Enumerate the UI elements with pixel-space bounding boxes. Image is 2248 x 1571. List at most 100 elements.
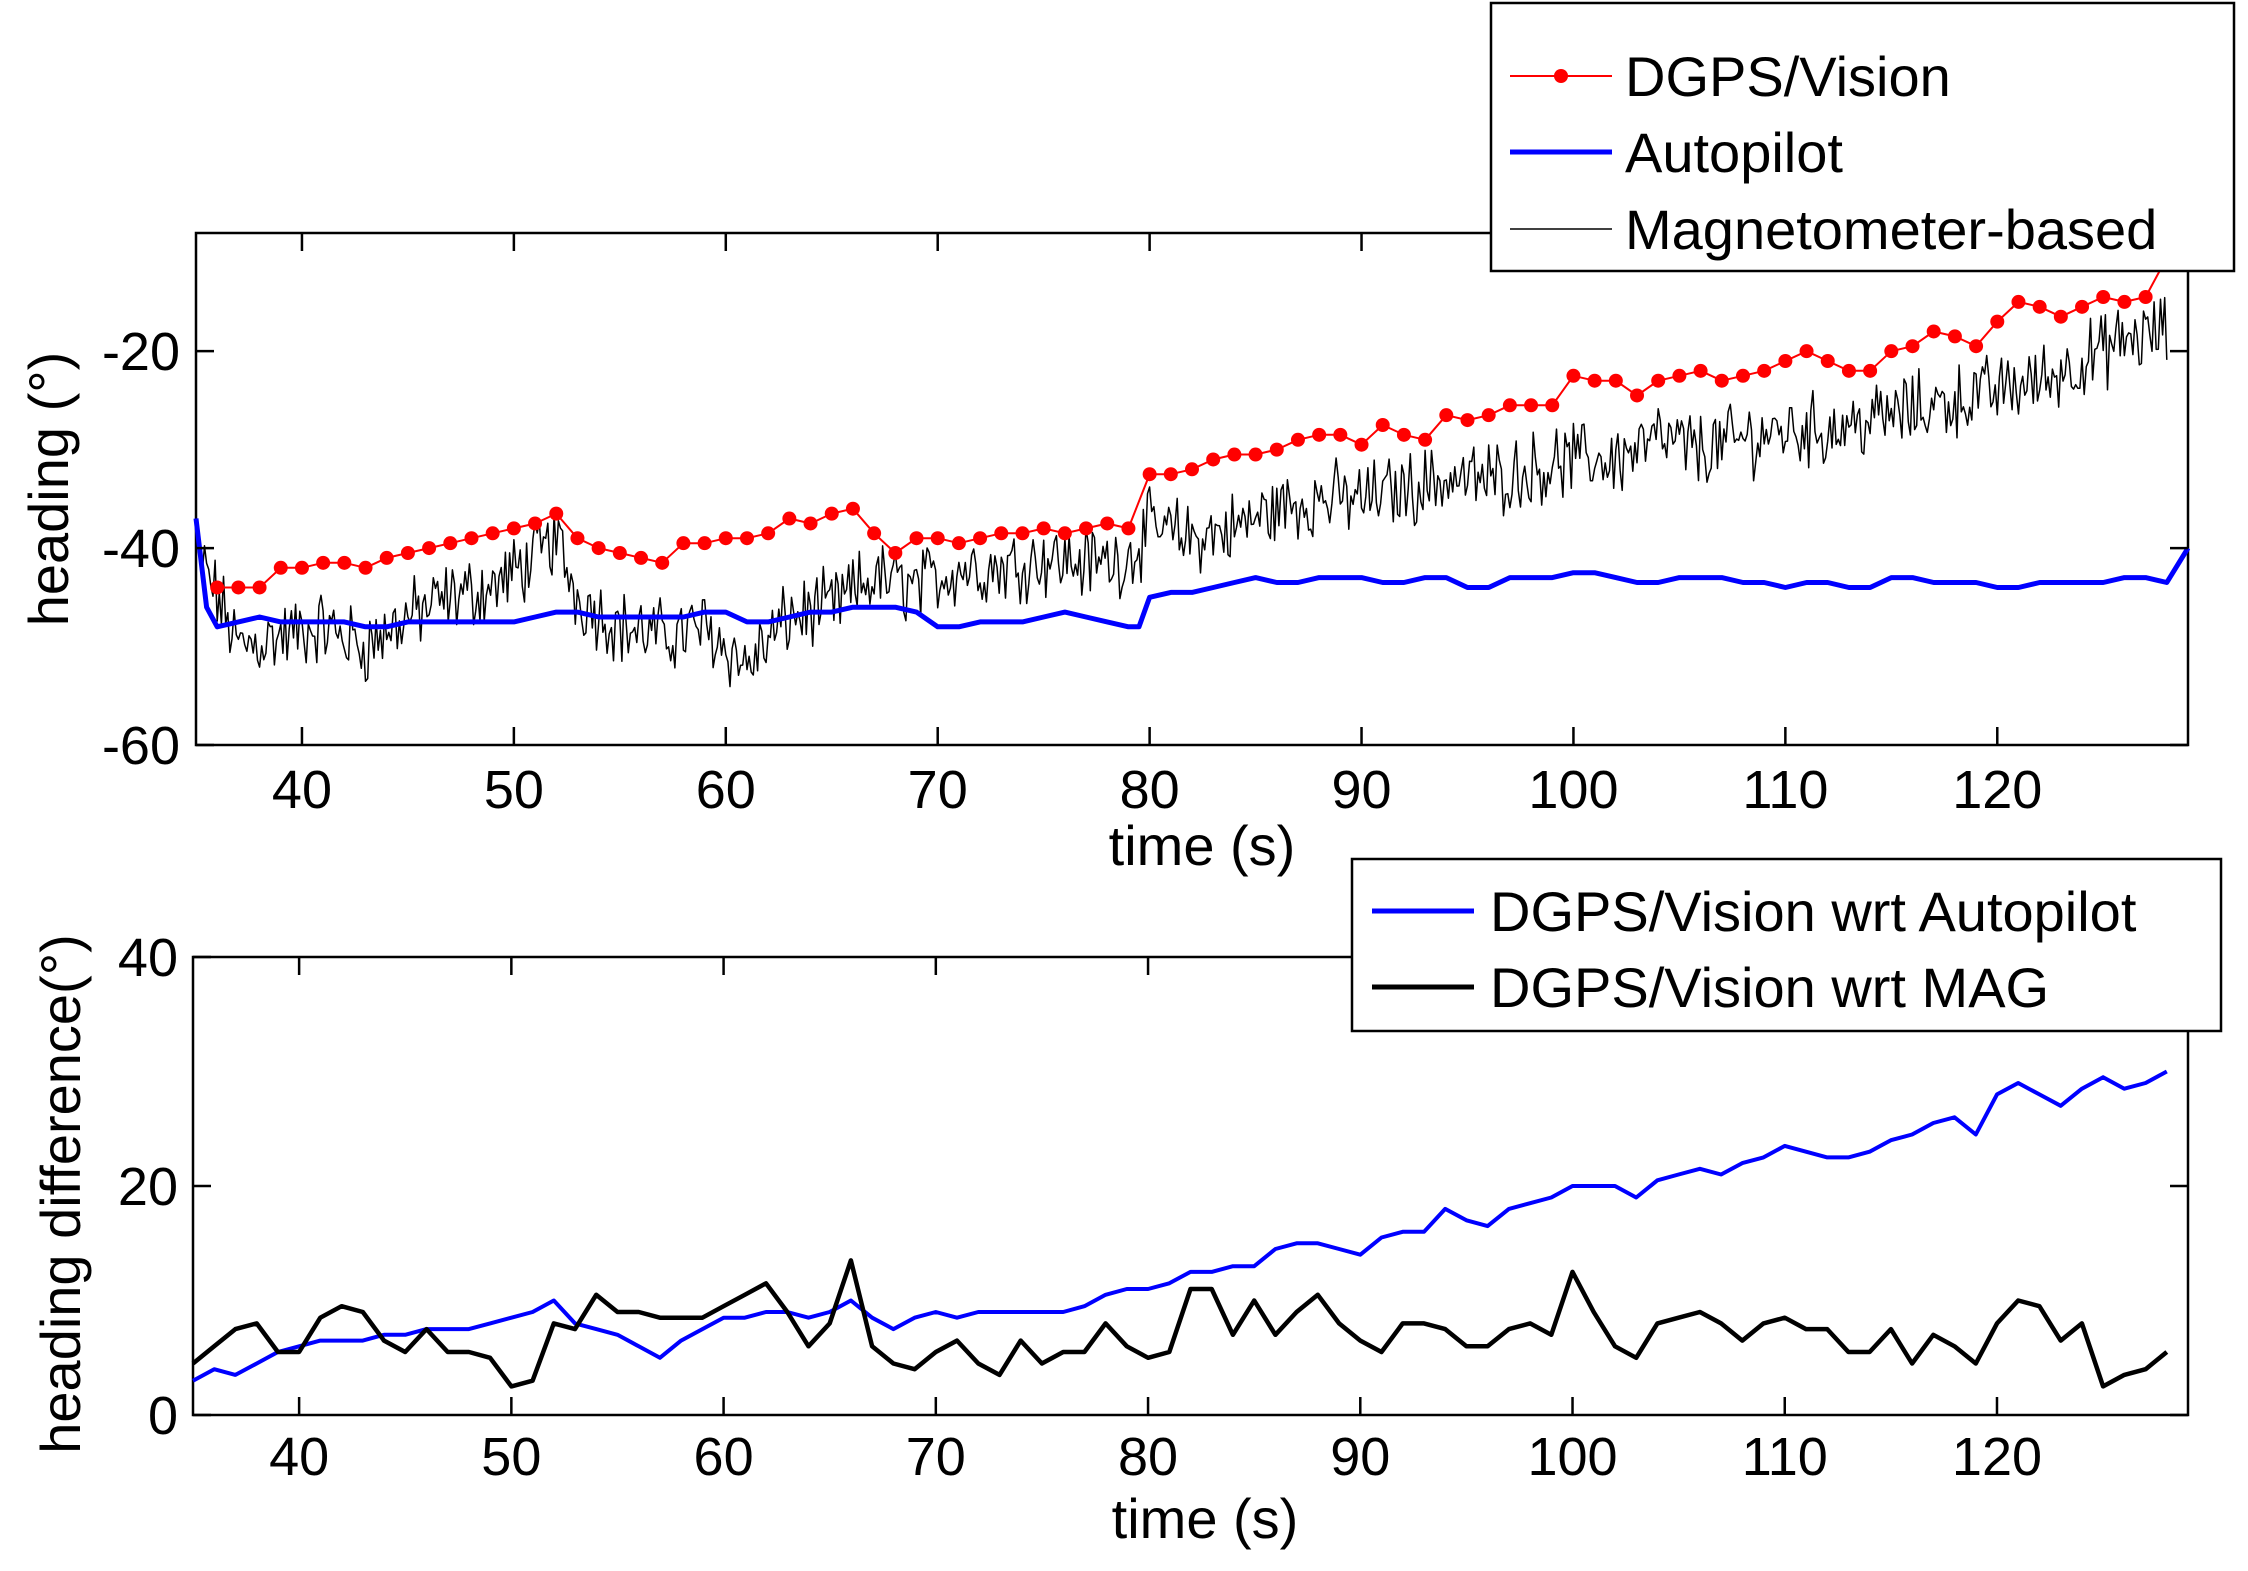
legend-label-dgps-vision: DGPS/Vision (1625, 45, 1951, 108)
data-point-dgps-vision (1502, 398, 1517, 413)
series-layer (191, 1069, 2169, 1389)
y-axis-label: heading (°) (17, 352, 80, 627)
legend-label-wrt-mag: DGPS/Vision wrt MAG (1490, 956, 2049, 1019)
data-point-dgps-vision (2053, 309, 2068, 324)
data-point-dgps-vision (1735, 368, 1750, 383)
series-line-magnetometer-based (195, 296, 2168, 688)
data-point-dgps-vision (422, 541, 437, 556)
data-point-dgps-vision (2096, 290, 2111, 304)
data-point-dgps-vision (1142, 467, 1157, 482)
x-tick-label: 60 (694, 1427, 754, 1487)
data-point-dgps-vision (2032, 299, 2047, 314)
x-tick-labels: 40 50 60 70 80 90 100 110 120 (272, 233, 2042, 820)
x-tick-label: 100 (1527, 1427, 1617, 1487)
y-tick-labels: -60 -40 -20 (102, 322, 2188, 776)
data-point-dgps-vision (1672, 368, 1687, 383)
data-point-dgps-vision (1778, 354, 1793, 368)
x-tick-labels: 40 50 60 70 80 90 100 110 120 (269, 957, 2042, 1487)
data-point-dgps-vision (803, 516, 818, 531)
data-point-dgps-vision (1926, 324, 1941, 339)
data-point-dgps-vision (485, 526, 500, 541)
data-point-dgps-vision (824, 506, 839, 521)
data-point-dgps-vision (655, 555, 670, 570)
data-point-dgps-vision (634, 550, 649, 565)
data-point-dgps-vision (2011, 294, 2026, 309)
x-tick-label: 50 (481, 1427, 541, 1487)
y-tick-label: 20 (118, 1157, 178, 1217)
x-axis-label: time (s) (1112, 1487, 1299, 1550)
data-point-dgps-vision (1269, 442, 1284, 457)
data-point-dgps-vision (1079, 521, 1094, 536)
series-layer (193, 250, 2191, 688)
legend-label-wrt-autopilot: DGPS/Vision wrt Autopilot (1490, 880, 2137, 943)
data-point-dgps-vision (1990, 314, 2005, 329)
y-tick-label: -20 (102, 322, 180, 382)
data-point-dgps-vision (1354, 437, 1369, 452)
data-point-dgps-vision (1969, 339, 1984, 354)
data-point-dgps-vision (506, 521, 521, 536)
x-tick-label: 40 (272, 760, 332, 820)
data-point-dgps-vision (930, 531, 945, 546)
data-point-dgps-vision (1418, 432, 1433, 447)
data-point-dgps-vision (1693, 363, 1708, 378)
data-point-dgps-vision (1799, 344, 1814, 359)
data-point-dgps-vision (528, 516, 543, 531)
data-point-dgps-vision (1714, 373, 1729, 388)
data-point-dgps-vision (464, 531, 479, 546)
data-point-dgps-vision (2138, 290, 2153, 304)
data-point-dgps-vision (1545, 398, 1560, 413)
data-point-dgps-vision (591, 541, 606, 556)
y-tick-labels: 0 20 40 (118, 928, 2188, 1446)
x-tick-label: 80 (1120, 760, 1180, 820)
data-point-dgps-vision (1947, 329, 1962, 344)
data-point-dgps-vision (1312, 427, 1327, 442)
data-point-dgps-vision (2075, 299, 2090, 314)
x-tick-label: 60 (696, 760, 756, 820)
data-point-dgps-vision (1439, 408, 1454, 423)
series-line-dgps-vision-wrt-mag (191, 1258, 2169, 1389)
data-point-dgps-vision (379, 550, 394, 565)
data-point-dgps-vision (549, 506, 564, 521)
data-point-dgps-vision (1227, 447, 1242, 462)
data-point-dgps-vision (909, 531, 924, 546)
data-point-dgps-vision (1630, 388, 1645, 403)
data-point-dgps-vision (1248, 447, 1263, 462)
x-tick-label: 110 (1742, 760, 1828, 820)
y-tick-label: -60 (102, 716, 180, 776)
data-point-dgps-vision (1524, 398, 1539, 413)
x-tick-label: 90 (1330, 1427, 1390, 1487)
data-point-dgps-vision (2117, 294, 2132, 309)
data-point-dgps-vision (1587, 373, 1602, 388)
data-point-dgps-vision (231, 580, 246, 595)
data-point-dgps-vision (1375, 418, 1390, 432)
data-point-dgps-vision (1036, 521, 1051, 536)
data-point-dgps-vision (1841, 363, 1856, 378)
data-point-dgps-vision (443, 536, 458, 551)
x-tick-label: 110 (1742, 1427, 1828, 1487)
data-point-dgps-vision (1185, 462, 1199, 477)
legend-label-autopilot: Autopilot (1625, 121, 1843, 184)
data-point-dgps-vision (1290, 432, 1305, 447)
data-point-dgps-vision (1884, 344, 1899, 359)
x-tick-label: 120 (1952, 1427, 2042, 1487)
data-point-dgps-vision (867, 526, 882, 541)
data-point-dgps-vision (1057, 526, 1072, 541)
heading-difference-chart: 40 50 60 70 80 90 100 110 120 0 20 40 time (s) hea… (29, 857, 2223, 1550)
data-point-dgps-vision (1460, 413, 1475, 428)
data-point-dgps-vision (845, 501, 860, 516)
data-point-dgps-vision (1651, 373, 1666, 388)
legend-label-magnetometer: Magnetometer-based (1625, 198, 2157, 261)
data-point-dgps-vision (994, 526, 1009, 541)
data-point-dgps-vision (1757, 363, 1772, 378)
data-point-dgps-vision (1206, 452, 1221, 467)
data-point-dgps-vision (337, 555, 352, 570)
data-point-dgps-vision (697, 536, 712, 551)
data-point-dgps-vision (973, 531, 988, 546)
legend: DGPS/Vision Autopilot Magnetometer-based (1489, 1, 2236, 273)
plot-area-frame (191, 955, 2190, 1417)
data-point-dgps-vision (888, 546, 903, 560)
data-point-dgps-vision (718, 531, 733, 546)
y-tick-label: -40 (102, 519, 180, 579)
data-point-dgps-vision (951, 536, 966, 551)
